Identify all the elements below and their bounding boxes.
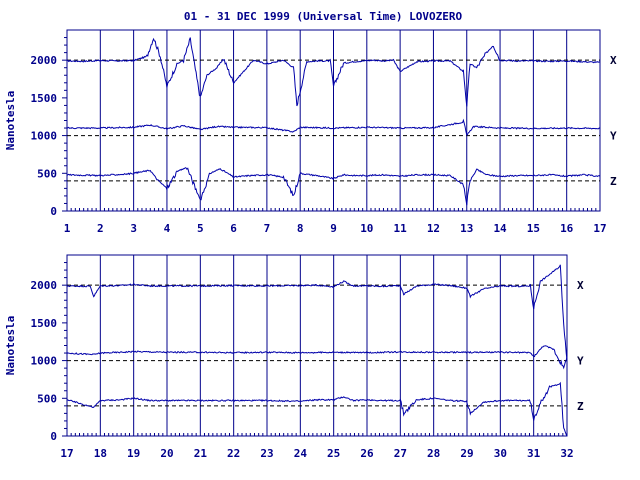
plot-frame <box>66 254 568 437</box>
series-y-trace <box>66 118 601 137</box>
series-x-trace <box>66 264 568 361</box>
y-tick-label: 1500 <box>31 317 58 330</box>
y-tick-label: 2000 <box>31 279 58 292</box>
y-tick-label: 500 <box>37 167 57 180</box>
x-tick-label: 21 <box>194 447 208 460</box>
x-tick-label: 23 <box>260 447 273 460</box>
y-tick-label: 0 <box>50 430 57 443</box>
x-tick-label: 16 <box>560 222 574 235</box>
x-tick-label: 29 <box>460 447 473 460</box>
x-tick-label: 9 <box>330 222 337 235</box>
x-tick-label: 10 <box>360 222 373 235</box>
x-tick-label: 12 <box>427 222 440 235</box>
x-tick-label: 17 <box>60 447 73 460</box>
x-tick-label: 15 <box>527 222 540 235</box>
x-tick-label: 14 <box>493 222 507 235</box>
y-tick-label: 1000 <box>31 355 58 368</box>
x-tick-label: 24 <box>294 447 308 460</box>
y-tick-label: 0 <box>50 205 57 218</box>
x-tick-label: 30 <box>494 447 507 460</box>
y-tick-label: 2000 <box>31 54 58 67</box>
y-tick-label: 500 <box>37 392 57 405</box>
series-x-trace <box>67 37 601 107</box>
chart-title: 01 - 31 DEC 1999 (Universal Time) LOVOZE… <box>184 10 463 23</box>
x-tick-label: 13 <box>460 222 473 235</box>
x-tick-label: 7 <box>264 222 271 235</box>
y-tick-label: 1500 <box>31 92 58 105</box>
x-tick-label: 6 <box>230 222 237 235</box>
x-tick-label: 5 <box>197 222 204 235</box>
series-label-y: Y <box>610 130 617 143</box>
x-tick-label: 11 <box>394 222 408 235</box>
series-y-trace <box>66 345 568 370</box>
series-label-z: Z <box>610 175 617 188</box>
series-label-x: X <box>577 279 584 292</box>
x-tick-label: 2 <box>97 222 104 235</box>
x-tick-label: 32 <box>560 447 573 460</box>
series-label-y: Y <box>577 355 584 368</box>
x-tick-label: 1 <box>64 222 71 235</box>
series-label-x: X <box>610 54 617 67</box>
x-tick-label: 4 <box>164 222 171 235</box>
y-tick-label: 1000 <box>31 130 58 143</box>
x-tick-label: 18 <box>94 447 107 460</box>
x-tick-label: 20 <box>160 447 173 460</box>
y-axis-label: Nanotesla <box>4 316 17 376</box>
x-tick-label: 26 <box>360 447 374 460</box>
x-tick-label: 8 <box>297 222 304 235</box>
x-tick-label: 19 <box>127 447 140 460</box>
panel-bottom: 17 18 19 20 21 22 23 24 25 26 27 28 29 30 31 32 0 500 1000… <box>4 254 584 460</box>
x-tick-label: 17 <box>593 222 606 235</box>
series-label-z: Z <box>577 400 584 413</box>
series-z-trace <box>66 381 568 437</box>
x-tick-label: 25 <box>327 447 340 460</box>
series-z-trace <box>66 167 601 206</box>
panel-top: 1 2 3 4 5 6 7 8 9 10 11 12 13 14 15 16 17050010001500200… <box>4 29 617 235</box>
x-tick-label: 31 <box>527 447 541 460</box>
x-tick-label: 27 <box>394 447 407 460</box>
y-axis-label: Nanotesla <box>4 91 17 151</box>
x-tick-label: 3 <box>130 222 137 235</box>
x-tick-label: 28 <box>427 447 440 460</box>
x-tick-label: 22 <box>227 447 240 460</box>
